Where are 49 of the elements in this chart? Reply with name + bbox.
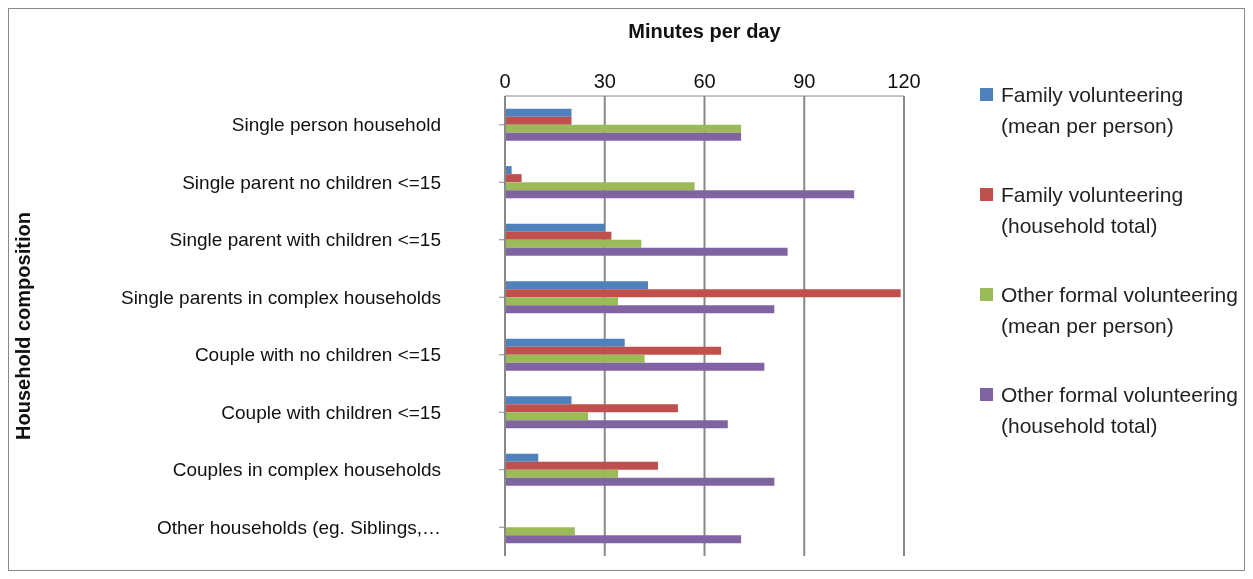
bar <box>505 477 775 486</box>
x-tick-label: 90 <box>793 70 816 92</box>
bar <box>505 182 695 191</box>
bar <box>505 174 522 183</box>
y-tick-label: Single parent no children <=15 <box>182 171 441 193</box>
bar <box>505 453 539 462</box>
legend-label: Other formal volunteering (household total) <box>1001 382 1239 439</box>
y-tick-label: Single person household <box>231 114 441 136</box>
bar <box>505 346 722 355</box>
x-tick-label: 60 <box>693 70 716 92</box>
bar <box>505 461 658 470</box>
bar <box>505 297 619 306</box>
y-tick-label: Couples in complex households <box>172 459 441 481</box>
bar <box>505 289 901 298</box>
y-tick-label: Couple with children <=15 <box>221 401 441 423</box>
bar <box>505 108 572 117</box>
y-tick-label: Couple with no children <=15 <box>194 344 441 366</box>
bar <box>505 305 775 314</box>
x-axis-title: Minutes per day <box>628 20 782 43</box>
bar <box>505 527 575 536</box>
bar <box>505 166 512 175</box>
bar <box>505 190 855 199</box>
bar <box>505 338 625 347</box>
x-tick-label: 30 <box>593 70 616 92</box>
bar <box>505 231 612 240</box>
bar <box>505 404 678 413</box>
bar <box>505 396 572 405</box>
y-tick-label: Single parent with children <=15 <box>169 229 441 251</box>
bar <box>505 223 605 232</box>
bar <box>505 420 728 429</box>
bar <box>505 239 642 248</box>
bar <box>505 362 765 371</box>
legend-label: Other formal volunteering (mean per person) <box>1001 282 1239 339</box>
bar <box>505 132 742 141</box>
y-axis-title: Household composition <box>12 212 35 440</box>
bar <box>505 469 619 478</box>
bar <box>505 281 648 290</box>
x-tick-label: 0 <box>499 70 511 92</box>
bar <box>505 535 742 544</box>
bar <box>505 247 788 256</box>
x-tick-label: 120 <box>887 70 921 92</box>
y-tick-label: Single parents in complex households <box>120 286 441 308</box>
legend-label: Family volunteering (household total) <box>1001 182 1185 239</box>
y-tick-label: Other households (eg. Siblings,… <box>156 516 441 538</box>
bar <box>505 124 742 133</box>
bar <box>505 354 645 363</box>
bar <box>505 116 572 125</box>
legend-label: Family volunteering (mean per person) <box>1001 82 1185 139</box>
bar <box>505 412 589 421</box>
